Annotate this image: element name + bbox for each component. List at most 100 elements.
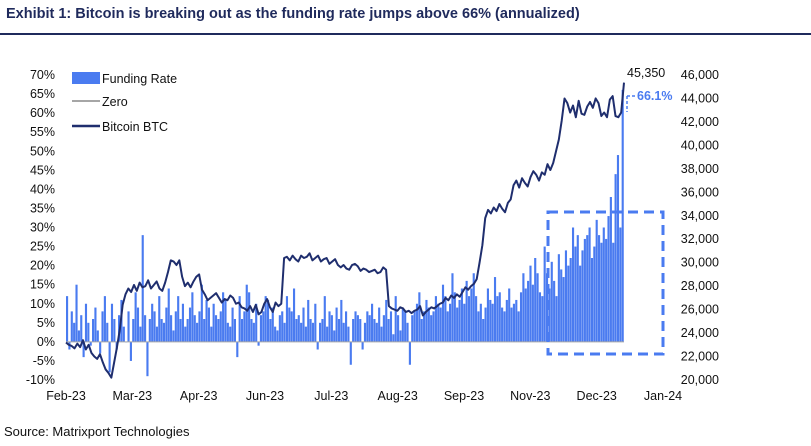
funding-rate-bar (134, 292, 137, 342)
funding-rate-bar (408, 341, 411, 365)
funding-rate-bar (283, 322, 286, 342)
funding-rate-bar (498, 292, 501, 342)
funding-rate-bar (89, 341, 92, 346)
funding-rate-bar (106, 322, 109, 342)
funding-rate-bar (583, 238, 586, 342)
funding-rate-bar (186, 319, 189, 342)
funding-rate-bar (418, 292, 421, 342)
funding-rate-bar (612, 242, 615, 342)
funding-rate-bar (146, 341, 149, 377)
funding-rate-bar (434, 296, 437, 342)
funding-rate-bar (571, 227, 575, 342)
funding-rate-bar (531, 284, 534, 342)
funding-rate-bars (66, 89, 624, 377)
funding-rate-bar (314, 303, 317, 342)
funding-rate-bar (564, 250, 568, 342)
y-left-tick-label: 50% (30, 144, 55, 158)
funding-rate-bar (179, 319, 182, 342)
funding-rate-bar (371, 303, 374, 342)
funding-rate-bar (326, 326, 329, 342)
funding-rate-bar (460, 288, 463, 342)
funding-rate-bar (517, 311, 520, 342)
funding-rate-bar (347, 326, 350, 342)
funding-last-label: 66.1% (637, 89, 672, 103)
funding-rate-bar (602, 227, 605, 342)
x-tick-label: Aug-23 (378, 389, 418, 403)
funding-rate-bar (427, 307, 430, 342)
funding-rate-bar (404, 311, 407, 342)
legend-swatch-funding-rate (72, 72, 100, 84)
x-tick-label: Apr-23 (180, 389, 218, 403)
funding-rate-bar (543, 246, 546, 342)
funding-rate-bar (318, 322, 322, 342)
funding-rate-bar (413, 311, 416, 342)
funding-rate-bar (87, 322, 90, 342)
funding-rate-bar (96, 330, 99, 342)
funding-rate-bar (288, 307, 291, 342)
funding-rate-bar (335, 307, 338, 342)
funding-rate-bar (534, 258, 537, 342)
funding-rate-bar (160, 319, 163, 342)
funding-rate-bar (401, 307, 404, 342)
funding-rate-bar (162, 322, 166, 342)
x-axis: Feb-23 Mar-23 Apr-23 Jun-23 Jul-23 Aug-23 Sep-… (46, 389, 682, 403)
funding-rate-bar (586, 235, 589, 342)
funding-rate-bar (151, 303, 154, 342)
funding-rate-bar (236, 341, 239, 358)
funding-rate-bar (304, 326, 307, 342)
legend-label-funding-rate: Funding Rate (102, 72, 177, 86)
funding-rate-bar (285, 296, 289, 342)
x-tick-label: Sep-23 (444, 389, 484, 403)
y-left-tick-label: 55% (30, 125, 55, 139)
y-left-tick-label: -10% (26, 373, 55, 387)
funding-rate-bar (368, 315, 371, 342)
funding-rate-bar (399, 330, 402, 342)
funding-rate-bar (309, 319, 312, 342)
funding-rate-bar (205, 299, 208, 342)
funding-rate-bar (170, 315, 173, 342)
funding-rate-bar (600, 242, 603, 342)
y-right-tick-label: 30,000 (681, 256, 719, 270)
funding-rate-bar (467, 296, 471, 342)
funding-rate-bar (548, 288, 551, 342)
y-axis-right: 46,000 44,000 42,000 40,000 38,000 36,000 34,0… (681, 68, 719, 387)
funding-rate-bar (101, 311, 104, 342)
funding-rate-bar (181, 303, 184, 342)
funding-rate-bar (172, 330, 175, 342)
funding-rate-bar (489, 299, 492, 342)
funding-rate-bar (165, 307, 168, 342)
funding-rate-bar (231, 307, 234, 342)
funding-rate-bar (441, 284, 445, 342)
funding-rate-bar (290, 311, 293, 342)
y-right-tick-label: 24,000 (681, 326, 719, 340)
funding-rate-bar (191, 292, 194, 342)
funding-rate-bar (361, 341, 364, 350)
y-axis-left: 70% 65% 60% 55% 50% 45% 40% 35% 30% 25% 20% 15% 10% 5… (26, 68, 55, 387)
funding-rate-bar (430, 315, 433, 342)
y-right-tick-label: 44,000 (681, 92, 719, 106)
funding-rate-bar (375, 322, 378, 342)
funding-rate-bar (113, 319, 116, 342)
funding-rate-bar (463, 303, 466, 342)
funding-rate-bar (597, 235, 601, 342)
funding-rate-bar (82, 341, 85, 358)
y-right-tick-label: 38,000 (681, 162, 719, 176)
funding-rate-bar (470, 288, 473, 342)
funding-rate-bar (250, 319, 253, 342)
funding-rate-bar (342, 322, 345, 342)
funding-rate-bar (614, 174, 617, 342)
funding-rate-bar (389, 311, 393, 342)
funding-rate-bar (354, 311, 357, 342)
funding-rate-bar (281, 311, 284, 342)
funding-rate-bar (153, 311, 156, 342)
legend-label-zero: Zero (102, 95, 128, 109)
funding-rate-bar (99, 341, 102, 354)
funding-rate-bar (132, 319, 135, 342)
funding-rate-bar (555, 296, 558, 342)
funding-rate-bar (75, 284, 78, 342)
funding-rate-bar (193, 315, 196, 342)
funding-rate-bar (224, 299, 227, 342)
funding-rate-bar (278, 315, 281, 342)
funding-rate-bar (477, 311, 480, 342)
funding-rate-bar (226, 322, 229, 342)
